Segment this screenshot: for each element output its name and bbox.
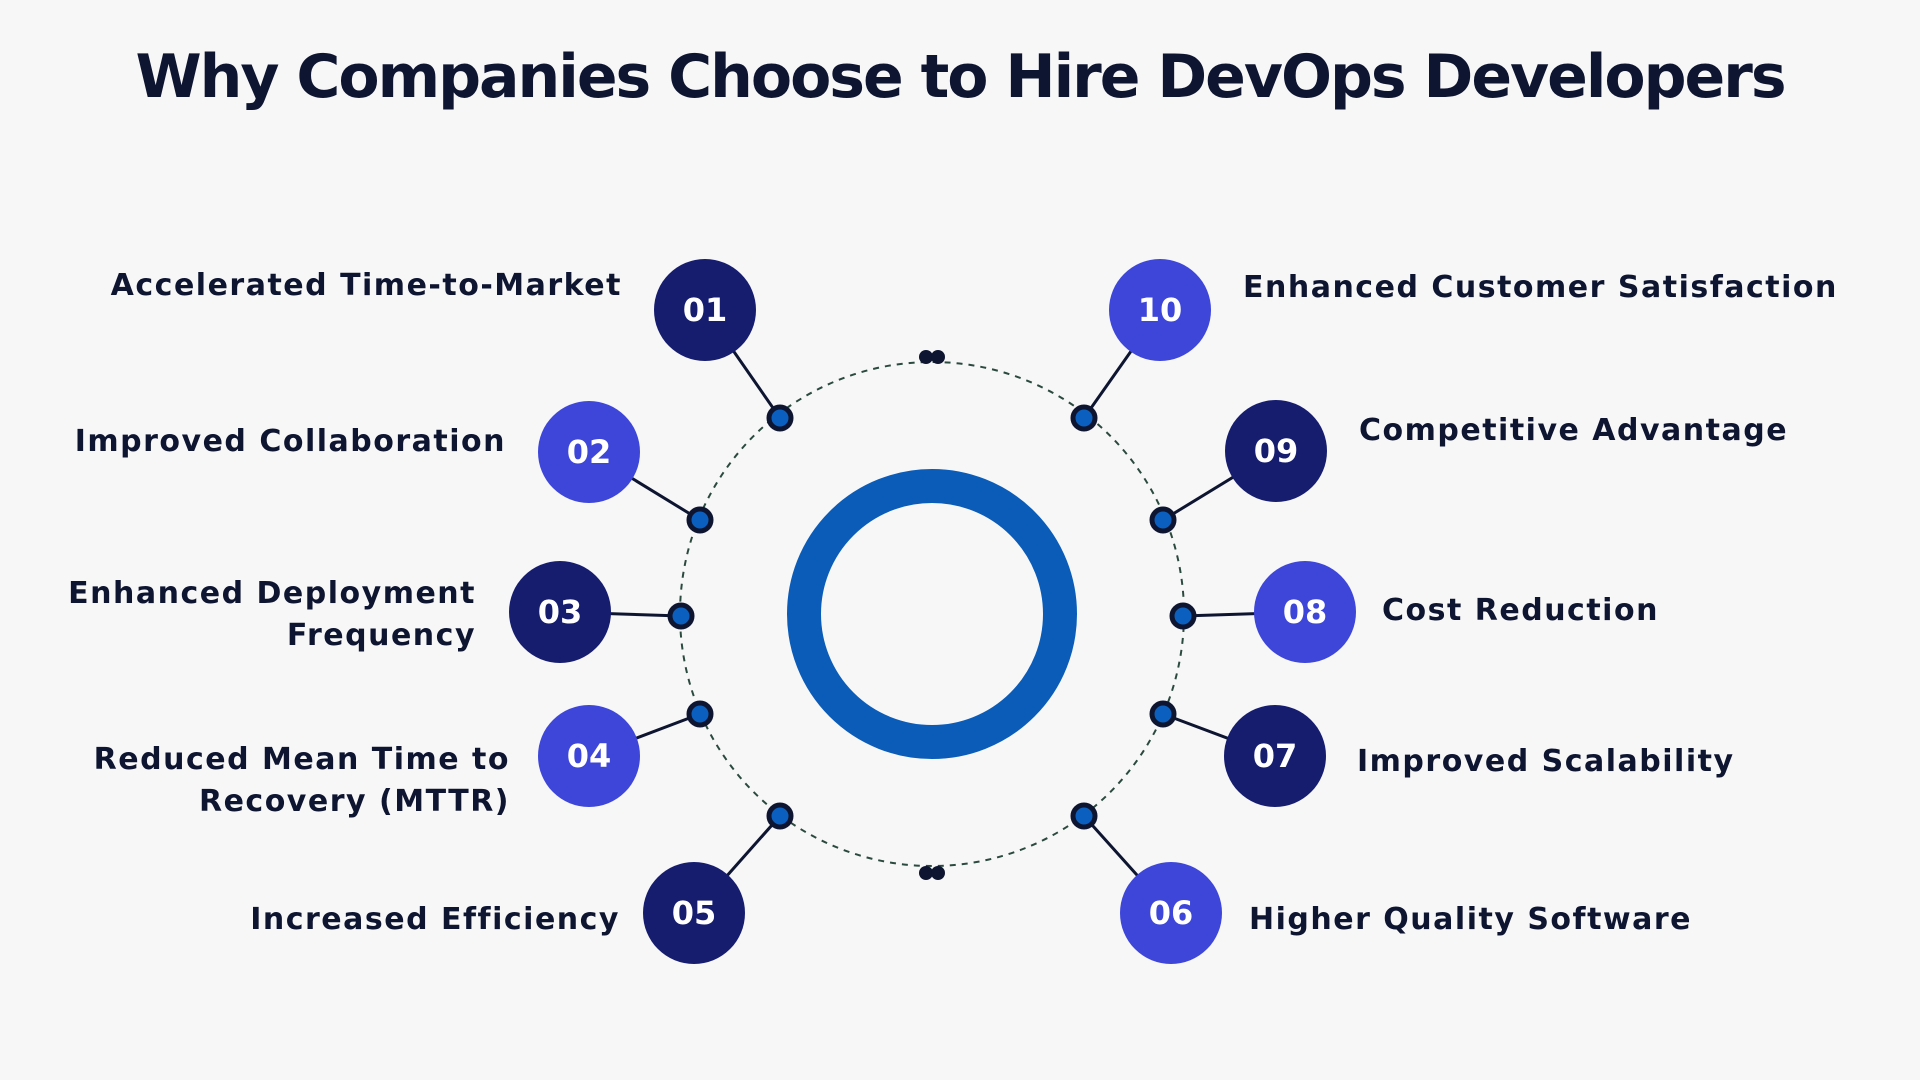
connector-dot bbox=[667, 602, 695, 630]
number-badge bbox=[1225, 400, 1327, 502]
connector-dot bbox=[766, 404, 794, 432]
connector-dot bbox=[686, 700, 714, 728]
item-10: 10 bbox=[1070, 259, 1211, 432]
number-badge-text: 03 bbox=[538, 593, 583, 631]
number-badge-text: 01 bbox=[683, 291, 728, 329]
orbit-bottom-marker bbox=[919, 866, 945, 880]
number-badge bbox=[1120, 862, 1222, 964]
page-title: Why Companies Choose to Hire DevOps Deve… bbox=[135, 42, 1786, 112]
connector-dot bbox=[1070, 404, 1098, 432]
number-badge bbox=[538, 401, 640, 503]
item-03: 03 bbox=[509, 561, 695, 663]
center-ring bbox=[787, 469, 1077, 759]
number-badge bbox=[509, 561, 611, 663]
item-06: 06 bbox=[1070, 802, 1222, 964]
item-02: 02 bbox=[538, 401, 714, 534]
connector-dot bbox=[1149, 700, 1177, 728]
number-badge-text: 02 bbox=[567, 433, 612, 471]
number-badge bbox=[1254, 561, 1356, 663]
item-05: 05 bbox=[643, 802, 794, 964]
number-badge bbox=[643, 862, 745, 964]
connector-dot bbox=[1070, 802, 1098, 830]
item-04: 04 bbox=[538, 700, 714, 807]
number-badge bbox=[1224, 705, 1326, 807]
connector-dot bbox=[1169, 602, 1197, 630]
connector-dot bbox=[1149, 506, 1177, 534]
item-label-06: Higher Quality Software bbox=[1249, 902, 1693, 937]
item-label-10: Enhanced Customer Satisfaction bbox=[1243, 270, 1838, 305]
connector-dot bbox=[766, 802, 794, 830]
number-badge-text: 10 bbox=[1138, 291, 1183, 329]
item-label-08: Cost Reduction bbox=[1382, 593, 1659, 628]
orbit-top-marker bbox=[919, 350, 945, 364]
connector-dot bbox=[686, 506, 714, 534]
number-badge-text: 06 bbox=[1149, 894, 1194, 932]
number-badge-text: 08 bbox=[1283, 593, 1328, 631]
item-07: 07 bbox=[1149, 700, 1326, 807]
number-badge bbox=[1109, 259, 1211, 361]
number-badge-text: 04 bbox=[567, 737, 612, 775]
number-badge bbox=[538, 705, 640, 807]
number-badge-text: 05 bbox=[672, 894, 717, 932]
item-label-02: Improved Collaboration bbox=[74, 424, 506, 459]
item-label-03: Enhanced Deployment Frequency bbox=[68, 576, 476, 653]
item-label-01: Accelerated Time-to-Market bbox=[110, 268, 622, 303]
item-08: 08 bbox=[1169, 561, 1356, 663]
number-badge bbox=[654, 259, 756, 361]
item-label-04: Reduced Mean Time to Recovery (MTTR) bbox=[93, 742, 510, 819]
item-label-05: Increased Efficiency bbox=[250, 902, 620, 937]
item-01: 01 bbox=[654, 259, 794, 432]
item-label-09: Competitive Advantage bbox=[1359, 413, 1789, 448]
number-badge-text: 07 bbox=[1253, 737, 1298, 775]
item-09: 09 bbox=[1149, 400, 1327, 534]
dashed-orbit bbox=[679, 361, 1185, 867]
item-label-07: Improved Scalability bbox=[1357, 744, 1735, 779]
number-badge-text: 09 bbox=[1254, 432, 1299, 470]
